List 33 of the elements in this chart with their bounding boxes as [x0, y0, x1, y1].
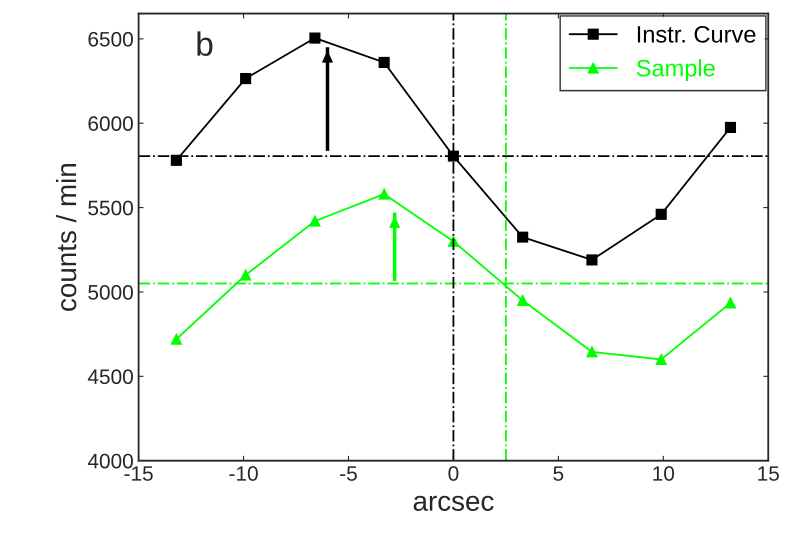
point	[656, 208, 667, 220]
x-tick-label: -5	[340, 466, 357, 481]
x-tick-label: 5	[553, 466, 564, 481]
x-tick-label: 15	[758, 466, 779, 481]
point	[517, 232, 528, 243]
point	[586, 254, 598, 266]
y-tick-label: 4000	[88, 454, 133, 468]
point	[656, 354, 667, 366]
x-tick-label: -10	[229, 466, 258, 481]
point	[240, 72, 252, 84]
y-tick-label: 6500	[88, 32, 133, 47]
point	[378, 188, 390, 200]
y-tick-label: 4500	[88, 369, 133, 384]
point	[240, 270, 252, 281]
point	[517, 294, 528, 306]
x-tick-label: -15	[124, 466, 153, 481]
point	[586, 346, 598, 358]
point	[724, 297, 736, 308]
x-tick-label: 0	[448, 466, 458, 481]
x-tick-label: 10	[653, 466, 674, 481]
point	[724, 122, 736, 134]
y-tick-label: 5500	[88, 200, 133, 216]
point	[309, 216, 320, 227]
y-axis-title: counts / min	[56, 164, 76, 311]
point	[378, 56, 390, 68]
legend-label: Instr. Curve	[638, 26, 756, 43]
annotation: b	[197, 31, 212, 56]
point	[170, 334, 182, 345]
point	[309, 32, 320, 44]
y-tick-label: 6000	[88, 116, 133, 131]
legend-label: Sample	[636, 59, 715, 82]
y-tick-label: 5000	[88, 284, 133, 300]
x-axis-title: arcsec	[414, 496, 494, 511]
